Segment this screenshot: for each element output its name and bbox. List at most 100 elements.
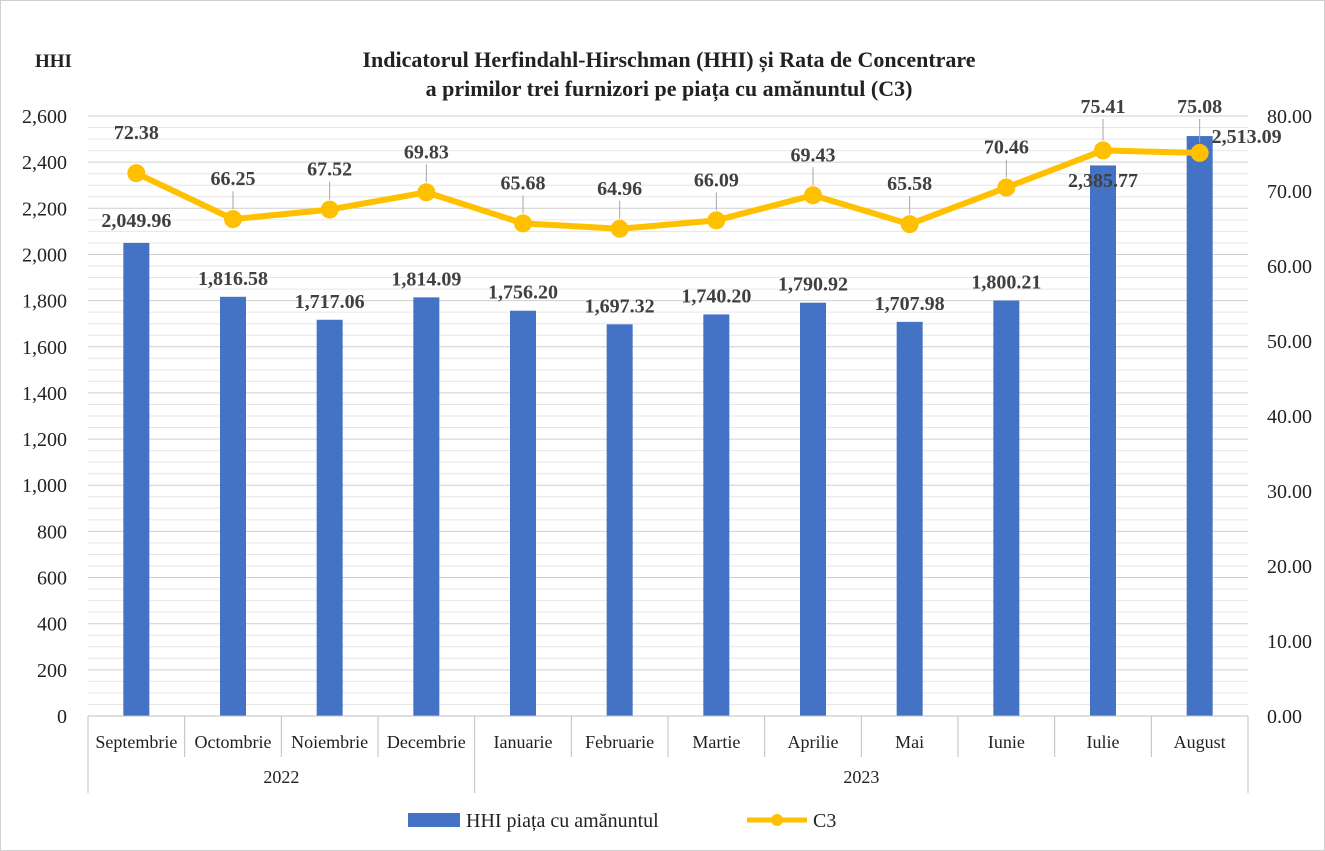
c3-point — [707, 211, 726, 230]
legend-label-c3: C3 — [813, 810, 836, 832]
bar — [703, 314, 730, 716]
y-left-tick-label: 400 — [37, 614, 67, 636]
chart-title-line2: a primilor trei furnizori pe piața cu am… — [426, 76, 913, 102]
y-right-tick-label: 30.00 — [1267, 481, 1312, 503]
legend: HHI piața cu amănuntul C3 — [408, 810, 836, 832]
legend-label-hhi: HHI piața cu amănuntul — [466, 810, 659, 832]
x-category-label: Iulie — [1087, 732, 1120, 752]
c3-point — [1094, 141, 1112, 160]
c3-data-label: 65.68 — [501, 172, 546, 194]
bar — [1186, 136, 1213, 716]
bar — [606, 324, 633, 716]
c3-data-label: 70.46 — [984, 137, 1029, 159]
y-right-tick-label: 70.00 — [1267, 181, 1312, 203]
legend-marker-c3 — [771, 814, 783, 826]
x-group-label: 2023 — [843, 767, 879, 787]
y-left-tick-label: 2,600 — [22, 106, 67, 128]
x-category-label: Martie — [692, 732, 740, 752]
bar-data-label: 2,049.96 — [101, 210, 171, 232]
bar-data-label: 1,816.58 — [198, 268, 268, 290]
c3-point — [804, 186, 822, 205]
line-series — [127, 141, 1209, 238]
axes: 0 200 400 600 800 1,000 1,200 1,400 1,600 1,800 2,… — [22, 106, 1312, 793]
bar — [510, 310, 536, 716]
bar-data-label: 2,513.09 — [1212, 126, 1282, 148]
x-category-label: Ianuarie — [494, 732, 553, 752]
c3-data-label: 75.08 — [1177, 96, 1222, 118]
bar-series — [123, 136, 1213, 717]
data-labels: 2,049.96 1,816.58 1,717.06 1,814.09 1,756.20… — [101, 96, 1281, 317]
bar-data-label: 1,800.21 — [971, 272, 1041, 294]
gridlines — [88, 115, 1248, 705]
x-group-label: 2022 — [263, 767, 299, 787]
c3-data-label: 66.25 — [211, 168, 256, 190]
c3-point — [1190, 143, 1209, 162]
bar-data-label: 1,697.32 — [585, 295, 655, 317]
bar — [316, 319, 343, 716]
bar — [220, 296, 246, 716]
c3-data-label: 69.43 — [791, 144, 836, 166]
bar — [413, 297, 440, 716]
y-left-tick-label: 0 — [57, 706, 67, 728]
c3-data-label: 66.09 — [694, 169, 739, 191]
y-right-tick-label: 10.00 — [1267, 631, 1312, 653]
c3-point — [997, 178, 1016, 197]
x-category-label: Aprilie — [788, 732, 839, 752]
bar-data-label: 1,814.09 — [391, 268, 461, 290]
x-category-label: August — [1174, 732, 1226, 752]
x-category-label: Decembrie — [387, 732, 466, 752]
y-right-tick-label: 50.00 — [1267, 331, 1312, 353]
c3-point — [417, 183, 436, 202]
c3-point — [900, 215, 919, 234]
x-category-label: Septembrie — [95, 732, 177, 752]
legend-swatch-hhi — [408, 813, 460, 827]
y-right-tick-label: 20.00 — [1267, 556, 1312, 578]
bar — [1090, 165, 1116, 717]
x-category-label: Februarie — [585, 732, 654, 752]
c3-point — [224, 210, 242, 229]
c3-data-label: 72.38 — [114, 122, 159, 144]
y-left-tick-label: 2,000 — [22, 244, 67, 266]
c3-data-label: 75.41 — [1081, 96, 1126, 118]
y-left-tick-label: 200 — [37, 660, 67, 682]
bar-data-label: 1,756.20 — [488, 282, 558, 304]
bar — [896, 321, 923, 716]
x-category-label: Noiembrie — [291, 732, 368, 752]
c3-point — [320, 200, 339, 219]
y-right-tick-label: 40.00 — [1267, 406, 1312, 428]
y-left-tick-label: 600 — [37, 568, 67, 590]
y-axis-left-label: HHI — [35, 51, 72, 72]
y-left-tick-label: 2,200 — [22, 198, 67, 220]
y-right-tick-label: 60.00 — [1267, 256, 1312, 278]
c3-data-label: 67.52 — [307, 159, 352, 181]
c3-data-label: 64.96 — [597, 178, 642, 200]
y-left-tick-label: 800 — [37, 521, 67, 543]
bar — [123, 242, 150, 716]
x-category-label: Iunie — [988, 732, 1025, 752]
chart-title-line1: Indicatorul Herfindahl-Hirschman (HHI) ș… — [362, 47, 975, 73]
x-category-label: Octombrie — [195, 732, 272, 752]
y-left-tick-label: 2,400 — [22, 152, 67, 174]
bar-data-label: 1,707.98 — [875, 293, 945, 315]
y-left-tick-label: 1,800 — [22, 291, 67, 313]
x-category-label: Mai — [895, 732, 924, 752]
y-left-tick-label: 1,400 — [22, 383, 67, 405]
bar-data-label: 1,717.06 — [295, 291, 365, 313]
bar — [993, 300, 1020, 716]
bar — [800, 302, 826, 716]
c3-point — [610, 219, 629, 238]
c3-point — [127, 164, 146, 183]
y-left-tick-label: 1,200 — [22, 429, 67, 451]
y-right-tick-label: 0.00 — [1267, 706, 1302, 728]
bar-data-label: 1,740.20 — [681, 285, 751, 307]
bar-data-label: 2,385.77 — [1068, 170, 1138, 192]
y-left-tick-label: 1,000 — [22, 475, 67, 497]
y-left-tick-label: 1,600 — [22, 337, 67, 359]
bar-data-label: 1,790.92 — [778, 274, 848, 296]
c3-point — [514, 214, 532, 233]
c3-data-label: 69.83 — [404, 141, 449, 163]
y-right-tick-label: 80.00 — [1267, 106, 1312, 128]
c3-data-label: 65.58 — [887, 173, 932, 195]
